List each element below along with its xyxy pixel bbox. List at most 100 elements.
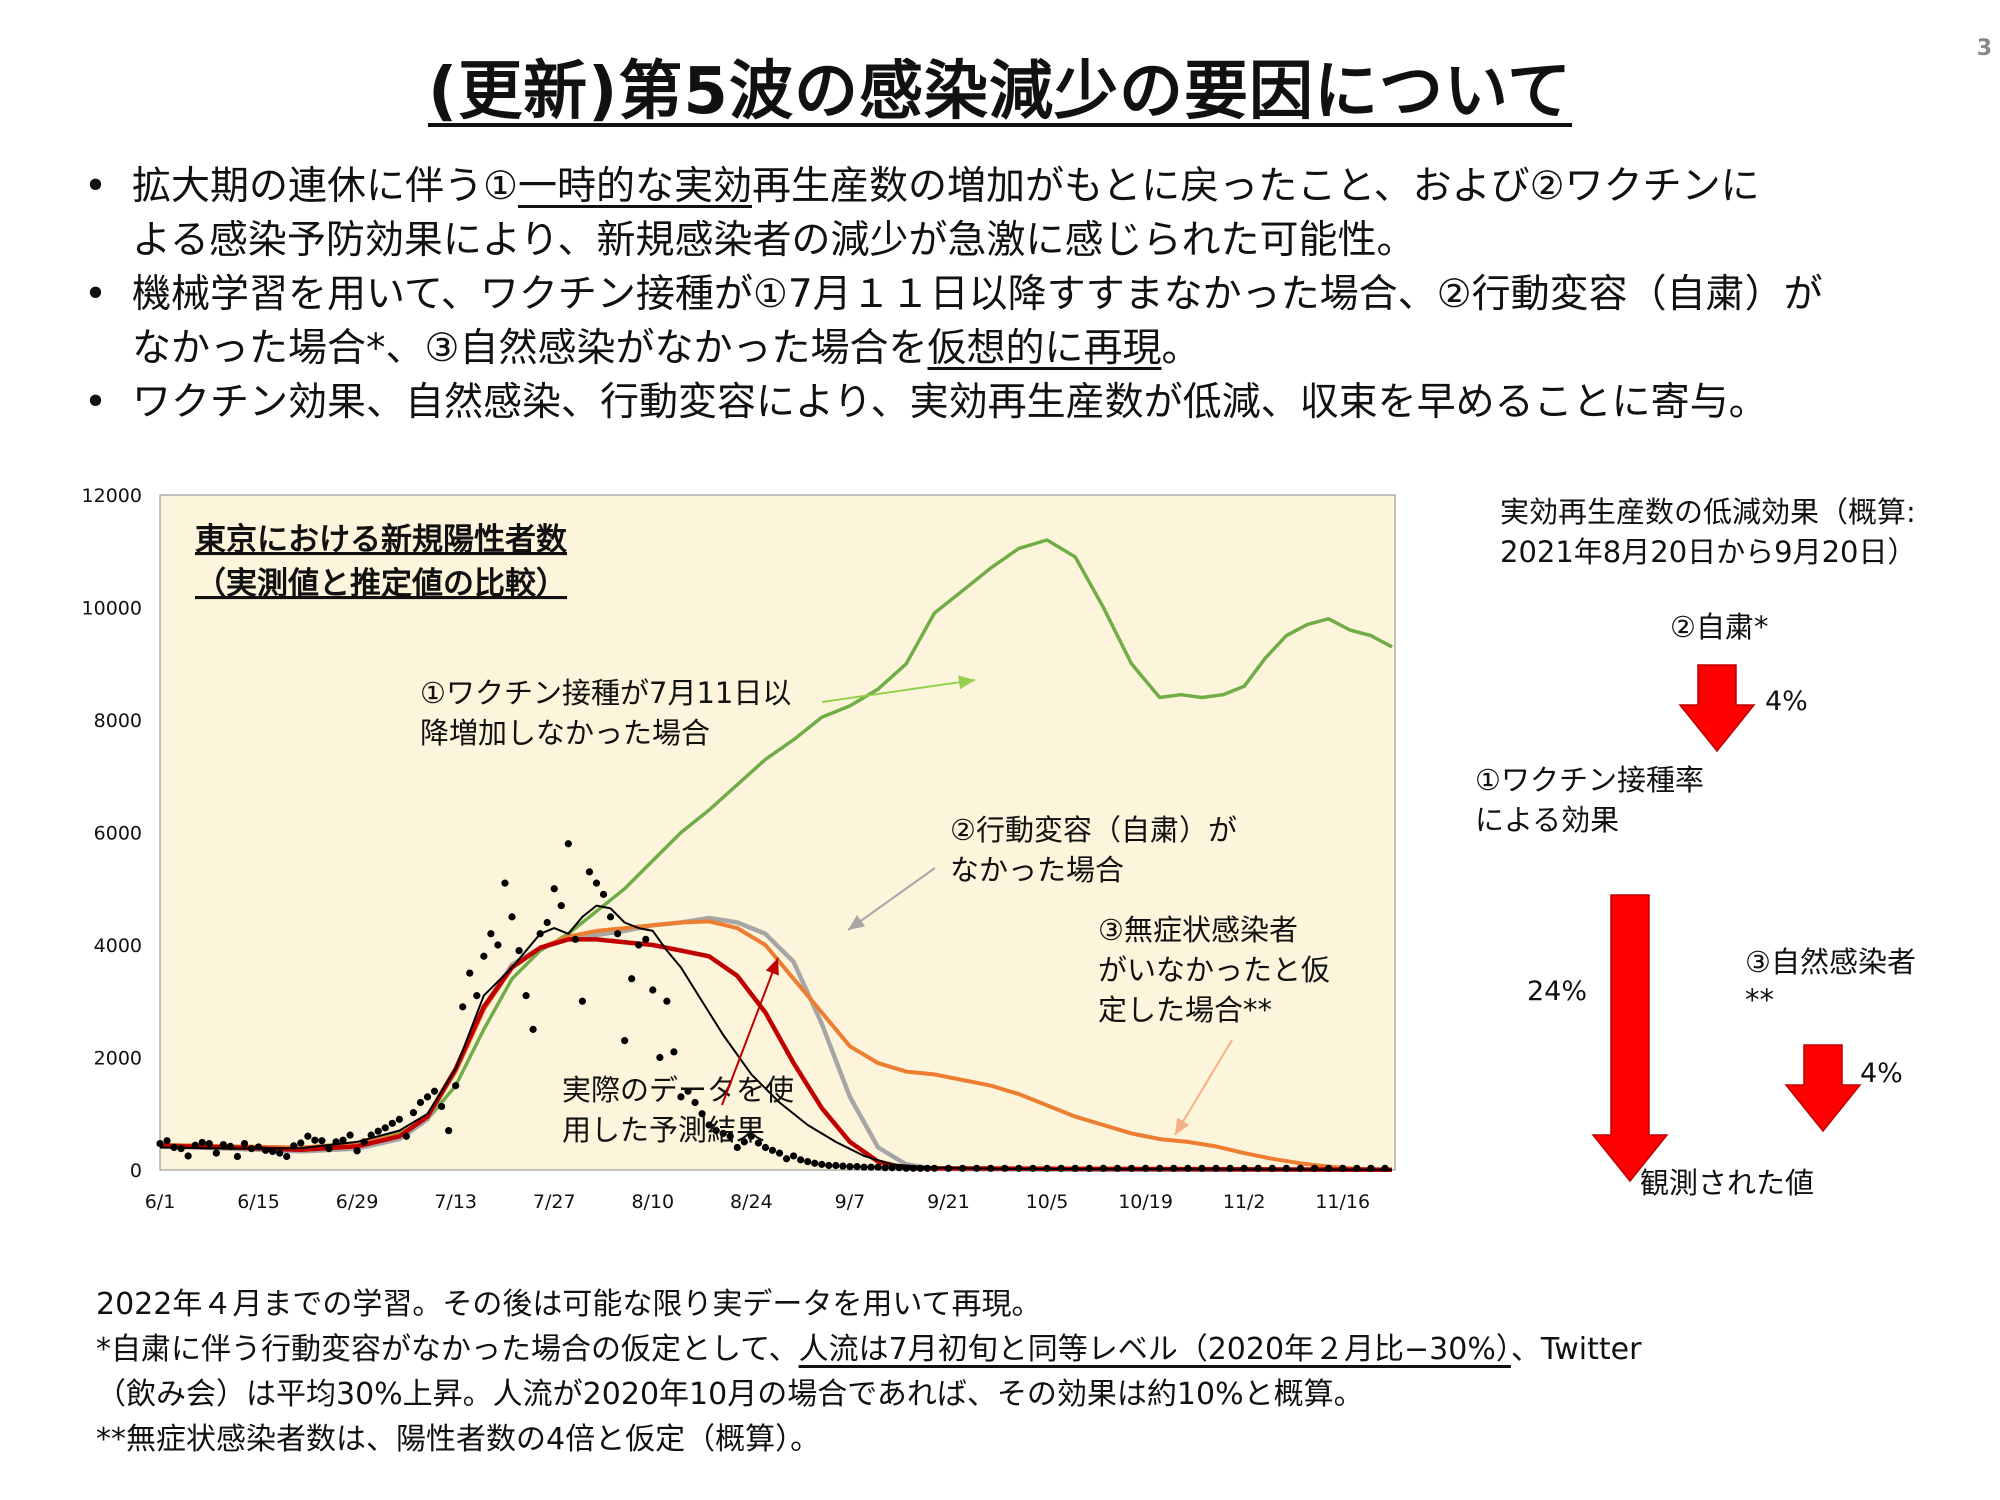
observed-data-point — [719, 1129, 727, 1138]
annotation-arrow-vaccine — [821, 679, 976, 703]
observed-data-point — [219, 1141, 227, 1149]
observed-data-point — [853, 1163, 861, 1171]
vaccine-label: ①ワクチン接種率 — [1475, 763, 1704, 797]
observed-data-point — [550, 885, 558, 893]
annotation-actual: 用した予測結果 — [562, 1113, 765, 1147]
observed-data-point — [621, 1037, 629, 1045]
observed-data-point — [832, 1161, 840, 1170]
observed-data-point — [233, 1152, 242, 1161]
bullet-item: 機械学習を用いて、ワクチン接種が①7月１１日以降すすまなかった場合、②行動変容（… — [80, 268, 1960, 376]
series-line-observed_avg — [159, 904, 1393, 1171]
observed-data-point — [670, 1048, 678, 1056]
observed-data-point — [740, 1138, 748, 1146]
footnote-text: *自粛に伴う行動変容がなかった場合の仮定として、 — [96, 1332, 799, 1367]
observed-data-point — [874, 1163, 882, 1171]
observed-data-point — [1296, 1164, 1305, 1172]
observed-data-point — [1381, 1164, 1389, 1172]
observed-data-point — [1353, 1164, 1361, 1172]
y-tick-label: 6000 — [94, 823, 142, 845]
observed-data-point — [353, 1147, 361, 1155]
observed-data-point — [1001, 1164, 1009, 1172]
observed-data-point — [649, 986, 657, 994]
x-tick-label: 10/19 — [1118, 1191, 1173, 1213]
observed-data-point — [325, 1145, 333, 1153]
observed-data-point — [473, 992, 481, 1000]
annotation-arrow-asymptomatic-head — [1175, 1117, 1190, 1135]
summary-bullets: 拡大期の連休に伴う①一時的な実効再生産数の増加がもとに戻ったこと、および②ワクチ… — [80, 160, 1960, 430]
chart-title-line: 東京における新規陽性者数 — [195, 522, 567, 558]
observed-data-point — [1127, 1164, 1136, 1172]
y-tick-label: 2000 — [94, 1048, 142, 1070]
observed-data-point — [578, 997, 587, 1005]
observed-data-point — [888, 1164, 896, 1172]
observed-data-point — [1325, 1164, 1333, 1172]
x-tick-label: 9/21 — [927, 1191, 970, 1213]
observed-data-point — [825, 1161, 833, 1170]
observed-data-point — [614, 930, 622, 938]
y-tick-label: 4000 — [94, 935, 142, 957]
observed-data-point — [416, 1098, 425, 1107]
observed-data-point — [1057, 1164, 1065, 1172]
annotation-arrow-actual — [721, 957, 779, 1106]
observed-data-point — [487, 930, 495, 938]
x-tick-label: 6/29 — [336, 1191, 379, 1213]
observed-data-point — [705, 1121, 713, 1129]
observed-data-point — [304, 1132, 312, 1140]
observed-data-point — [635, 941, 643, 949]
observed-data-point — [916, 1164, 924, 1172]
observed-data-point — [459, 1003, 467, 1011]
observed-data-point — [156, 1139, 164, 1148]
observed-data-point — [782, 1155, 791, 1163]
observed-data-point — [860, 1163, 868, 1171]
observed-data-point — [409, 1109, 418, 1117]
page-title: (更新)第5波の感染減少の要因について — [0, 40, 2000, 132]
annotation-arrow-actual-head — [765, 958, 779, 976]
observed-data-point — [311, 1136, 319, 1144]
observed-data-point — [606, 913, 615, 921]
annotation-vaccine: 降増加しなかった場合 — [420, 716, 710, 750]
observed-data-point — [177, 1145, 185, 1153]
observed-data-point — [1310, 1164, 1319, 1172]
observed-data-point — [1113, 1164, 1122, 1172]
observed-data-point — [571, 935, 579, 943]
bullet-underlined-text: 仮想的に再現 — [927, 326, 1162, 371]
observed-data-point — [867, 1163, 875, 1171]
observed-data-point — [466, 969, 474, 977]
observed-data-point — [198, 1138, 206, 1147]
annotation-arrow-vaccine-head — [958, 675, 975, 690]
chart-area: 0 2000 4000 6000 8000 10000 12000 6/1 6/15 6/29 7/… — [82, 485, 1917, 1213]
footnote-underlined-text: 人流は7月初旬と同等レベル（2020年２月比−30%） — [798, 1332, 1511, 1367]
observed-data-point — [402, 1132, 410, 1140]
x-tick-label: 6/15 — [237, 1191, 280, 1213]
line-chart: 0 2000 4000 6000 8000 10000 12000 6/1 6/15 6/29 7/… — [82, 485, 1396, 1213]
observed-data-point — [170, 1143, 178, 1152]
observed-data-point — [452, 1082, 460, 1090]
x-tick-label: 10/5 — [1026, 1191, 1069, 1213]
observed-value-label: 観測された値 — [1640, 1166, 1814, 1200]
reduction-effect-panel: 実効再生産数の低減効果（概算: 2021年8月20日から9月20日） ②自粛* 4% ①… — [1475, 495, 1917, 1200]
observed-data-point — [1142, 1164, 1150, 1172]
natural-percent: 4% — [1860, 1058, 1903, 1089]
observed-data-point — [628, 975, 636, 983]
observed-data-point — [508, 913, 516, 921]
y-tick-label: 10000 — [82, 598, 142, 620]
observed-data-point — [332, 1138, 340, 1146]
observed-data-point — [1240, 1164, 1248, 1172]
observed-data-point — [290, 1142, 298, 1150]
annotation-arrow-behavior-head — [848, 915, 866, 930]
panel-title-line: 実効再生産数の低減効果（概算: — [1500, 495, 1916, 529]
annotation-arrow-behavior — [847, 867, 936, 931]
observed-data-point — [276, 1149, 284, 1157]
observed-data-point — [438, 1102, 446, 1111]
observed-data-point — [839, 1162, 847, 1170]
observed-data-point — [599, 890, 608, 898]
annotation-arrow-asymptomatic — [1174, 1039, 1233, 1136]
bullet-text: 機械学習を用いて、ワクチン接種が①7月１１日以降すすまなかった場合、②行動変容（… — [132, 272, 1823, 317]
observed-data-point — [480, 952, 488, 960]
observed-data-point — [522, 992, 530, 1000]
observed-data-point — [944, 1164, 953, 1172]
observed-data-point — [543, 918, 551, 927]
chart-title-line: （実測値と推定値の比較） — [195, 566, 567, 602]
bullet-text: よる感染予防効果により、新規感染者の減少が急激に感じられた可能性。 — [132, 218, 1416, 263]
y-tick-label: 12000 — [82, 485, 142, 507]
